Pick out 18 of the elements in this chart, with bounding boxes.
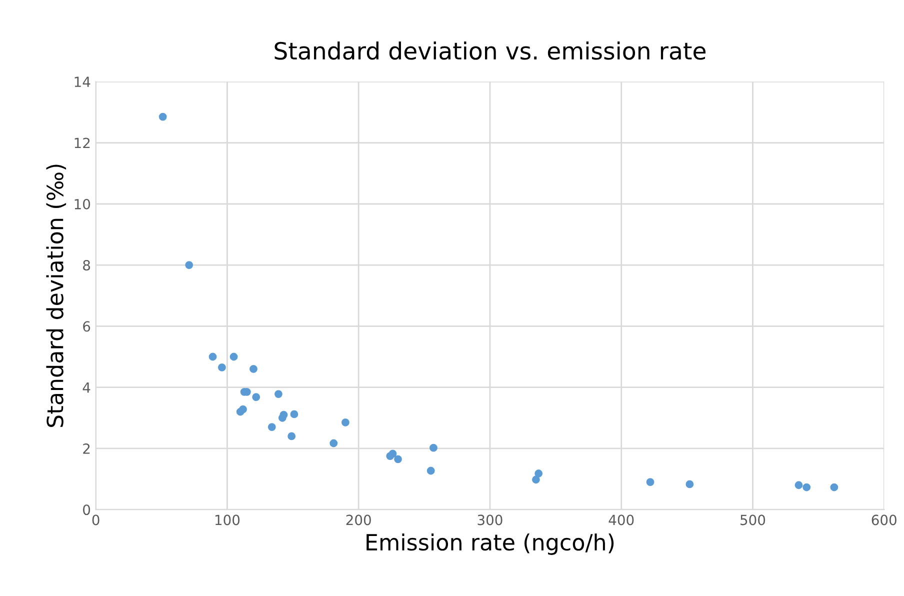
y-tick-label: 8 [83, 260, 90, 271]
x-tick-label: 600 [872, 514, 896, 526]
x-tick-label: 500 [740, 514, 766, 526]
x-axis-title: Emission rate (ngco/h) [366, 533, 614, 555]
y-tick-label: 10 [74, 198, 90, 210]
y-tick-label: 6 [83, 321, 90, 332]
x-tick-label: 0 [92, 514, 100, 526]
y-tick-label: 14 [74, 76, 90, 87]
x-tick-label: 300 [478, 514, 502, 526]
y-tick-label: 2 [83, 443, 90, 454]
x-tick-label: 400 [608, 514, 634, 526]
y-tick-label: 0 [83, 504, 90, 516]
y-axis-title: Standard deviation (‰) [46, 164, 66, 427]
y-tick-label: 12 [74, 138, 90, 148]
y-tick-label: 4 [82, 382, 90, 393]
chart-title: Standard deviation vs. emission rate [274, 41, 706, 60]
x-tick-label: 100 [215, 514, 240, 526]
x-tick-label: 200 [346, 514, 371, 526]
